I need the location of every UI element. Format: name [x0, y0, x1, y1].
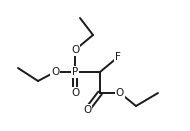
Text: P: P [72, 67, 78, 77]
Text: O: O [71, 88, 79, 98]
Text: O: O [51, 67, 59, 77]
Text: O: O [116, 88, 124, 98]
Text: O: O [71, 45, 79, 55]
Text: O: O [83, 105, 91, 115]
Text: F: F [115, 52, 121, 62]
